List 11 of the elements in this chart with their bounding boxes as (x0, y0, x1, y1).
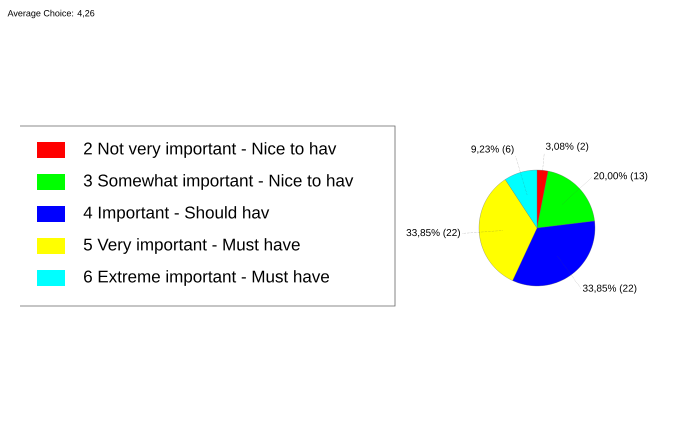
data-label: 3,08% (2) (546, 142, 588, 152)
data-label: 33,85% (22) (582, 284, 636, 294)
data-label: 20,00% (13) (594, 172, 648, 182)
legend-label: 3 Somewhat important - Nice to hav (84, 174, 354, 190)
legend-label: 2 Not very important - Nice to hav (84, 142, 336, 158)
legend-label: 4 Important - Should hav (84, 206, 270, 222)
data-label: 9,23% (6) (471, 145, 514, 155)
chart-title: Average Choice: 4,26 (8, 10, 94, 18)
data-label: 33,85% (22) (406, 228, 460, 238)
legend-label: 6 Extreme important - Must have (84, 270, 330, 286)
legend-label: 5 Very important - Must have (84, 238, 300, 254)
